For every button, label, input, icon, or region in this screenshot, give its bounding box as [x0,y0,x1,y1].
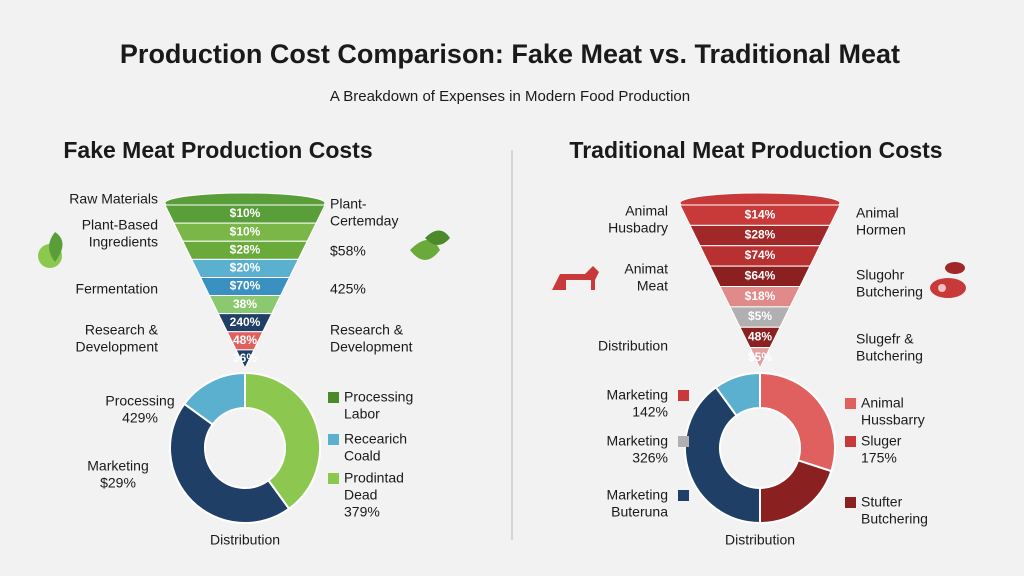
donut-side-label: $29% [100,475,136,491]
icon-meat [552,262,966,298]
funnel-label: 38% [233,297,257,311]
legend-label: Animal [861,395,904,411]
funnel-right-label: Butchering [856,348,923,364]
funnel-right-label: Research & [330,322,404,338]
legend-label: Marketing [607,487,668,503]
donut-segment [169,402,291,524]
funnel-label: $20% [230,261,261,275]
funnel-left-label: Husbadry [608,220,668,236]
legend-swatch [845,398,856,409]
donut-side-label: Processing [105,393,174,409]
donut-side-label: 429% [122,410,158,426]
funnel-left-label: Meat [637,278,668,294]
legend-label: Processing [344,389,413,405]
funnel-label: $18% [745,289,776,303]
funnel-label: $64% [745,268,776,282]
legend-label: Stufter [861,494,903,510]
legend-swatch [328,473,339,484]
legend-swatch [328,434,339,445]
funnel-label: $14% [745,207,776,221]
funnel-left-label: Animal [625,203,668,219]
legend-label: Butchering [861,511,928,527]
title: Production Cost Comparison: Fake Meat vs… [120,39,900,69]
funnel-right-label: Development [330,339,413,355]
funnel-label: 36% [233,351,257,365]
funnel-left-label: Plant-Based [82,217,158,233]
subtitle: A Breakdown of Expenses in Modern Food P… [330,88,690,105]
legend-label: 175% [861,450,897,466]
funnel-right-label: Slugohr [856,267,905,283]
funnel-label: $74% [745,248,776,262]
funnel-right-label: Slugefr & [856,331,914,347]
panel-title: Fake Meat Production Costs [63,137,372,163]
legend-label: Recearich [344,431,407,447]
legend-swatch [328,392,339,403]
donut-segment [684,385,761,525]
legend-label: Buteruna [611,504,668,520]
funnel-left-label: Fermentation [76,281,158,297]
legend-label: Prodintad [344,470,404,486]
funnel-right-label: 425% [330,281,366,297]
funnel-label: $28% [230,242,261,256]
funnel-label: 240% [230,315,261,329]
legend-swatch [845,497,856,508]
funnel-label: $5% [748,350,772,364]
legend-swatch [845,436,856,447]
funnel-layer [749,347,771,370]
legend-label: Sluger [861,433,902,449]
donut-segment [759,371,836,473]
funnel-label: $5% [748,309,772,323]
panel-title: Traditional Meat Production Costs [569,137,942,163]
legend-label: 379% [344,504,380,520]
funnel-right-label: $58% [330,243,366,259]
donut-side-label: Marketing [87,458,148,474]
funnel-right-label: Plant- [330,196,367,212]
funnel-left-label: Distribution [598,338,668,354]
donut-bottom-label: Distribution [725,532,795,548]
legend-label: Hussbarry [861,412,925,428]
funnel-left-label: Research & [85,322,159,338]
legend-swatch [678,436,689,447]
funnel-label: $10% [230,206,261,220]
legend-swatch [678,390,689,401]
funnel-left-label: Animat [624,261,668,277]
donut-bottom-label: Distribution [210,532,280,548]
funnel-right-label: Certemday [330,213,398,229]
donut-segment [714,371,761,418]
funnel-left-label: Development [76,339,159,355]
funnel-right-label: Butchering [856,284,923,300]
legend-label: Marketing [607,387,668,403]
legend-label: Coald [344,448,381,464]
icon-leaf [38,230,450,268]
legend-swatch [678,490,689,501]
funnel-right-label: Hormen [856,222,906,238]
funnel-label: $28% [745,228,776,242]
donut-segment [244,371,321,511]
legend-label: 142% [632,404,668,420]
legend-label: Labor [344,406,380,422]
funnel-left-label: Ingredients [89,234,158,250]
funnel-label: $10% [230,224,261,238]
funnel-layer [235,349,255,370]
legend-label: Marketing [607,433,668,449]
legend-label: Dead [344,487,377,503]
funnel-label: $70% [230,279,261,293]
funnel-left-label: Raw Materials [69,191,158,207]
funnel-label: 48% [233,333,257,347]
funnel-right-label: Animal [856,205,899,221]
legend-label: 326% [632,450,668,466]
funnel-label: 48% [748,330,772,344]
